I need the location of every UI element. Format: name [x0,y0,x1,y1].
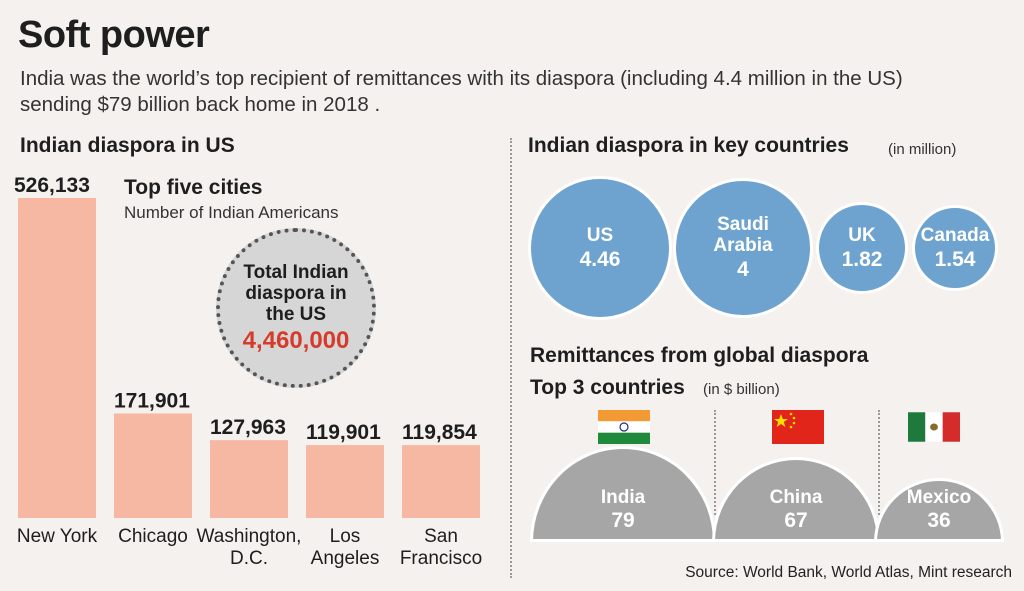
bubble-label: US [586,224,614,246]
bar-value-label: 119,854 [402,421,477,444]
bubble-canada: Canada 1.54 [912,205,998,291]
remittance-value: 79 [611,509,635,532]
bar-category-label: San [424,526,458,547]
china-flag-icon [772,410,824,444]
cities-chart-title: Top five cities [124,176,263,199]
remittance-label: China [769,487,823,508]
bar-category-label: New York [17,526,98,547]
bar-category-label: Washington, [197,526,302,547]
section-divider [510,138,512,578]
bubble-us: US 4.46 [528,176,672,320]
bubble-value: 4.46 [579,247,621,271]
key-countries-heading: Indian diaspora in key countries [528,134,849,157]
bar-1 [114,413,192,518]
bar-value-label: 171,901 [114,389,190,412]
key-countries-unit: (in million) [888,141,957,158]
bar-value-label: 127,963 [210,416,286,439]
us-section-heading: Indian diaspora in US [20,134,235,157]
us-cities-bar-chart: 526,133 New York 171,901 Chicago 127,963 Wash… [0,0,510,591]
bar-category-label: D.C. [230,548,268,569]
india-flag-icon [598,410,650,444]
remittance-value: 36 [927,509,951,532]
remittance-india: India 79 [530,446,716,542]
bubble-value: 1.82 [841,247,883,271]
bar-category-label: Angeles [311,548,380,569]
total-diaspora-value: 4,460,000 [242,326,350,354]
source-note: Source: World Bank, World Atlas, Mint re… [685,564,1012,581]
bubble-label: Canada [920,224,990,246]
remittance-mexico: Mexico 36 [874,478,1004,542]
remittance-label: Mexico [906,487,972,508]
bubble-value: 4 [737,258,749,281]
bar-category-label: Los [330,526,361,547]
remittance-value: 67 [784,509,808,532]
remittances-subheading: Top 3 countries [530,376,685,399]
total-diaspora-label: Total Indian diaspora in the US [243,261,349,325]
remittance-divider [878,410,880,515]
cities-chart-subtitle: Number of Indian Americans [124,203,339,222]
page-title: Soft power [18,14,210,56]
bar-value-label: 526,133 [14,174,90,197]
bar-category-label: Chicago [118,526,188,547]
bubble-uk: UK 1.82 [816,202,908,294]
bar-2 [210,440,288,518]
remittances-heading: Remittances from global diaspora [530,344,869,367]
bar-3 [306,445,384,518]
remittance-label: India [600,487,646,508]
bubble-value: 1.54 [934,247,976,271]
bar-0 [18,198,96,518]
bubble-saudi-arabia: Saudi Arabia 4 [673,178,813,318]
bar-chart-svg: 526,133 New York 171,901 Chicago 127,963 Wash… [14,174,482,569]
bar-category-label: Francisco [400,548,482,569]
bar-4 [402,445,480,518]
remittance-china: China 67 [712,457,880,542]
total-diaspora-badge: Total Indian diaspora in the US 4,460,00… [216,228,376,388]
bubble-label: UK [848,224,876,246]
remittance-divider [714,410,716,515]
mexico-flag-icon [908,412,960,442]
remittances-unit: (in $ billion) [703,381,780,398]
page-subtitle: India was the world’s top recipient of r… [20,67,903,116]
bar-value-label: 119,901 [306,421,381,444]
bubble-label: Saudi Arabia [713,214,773,256]
